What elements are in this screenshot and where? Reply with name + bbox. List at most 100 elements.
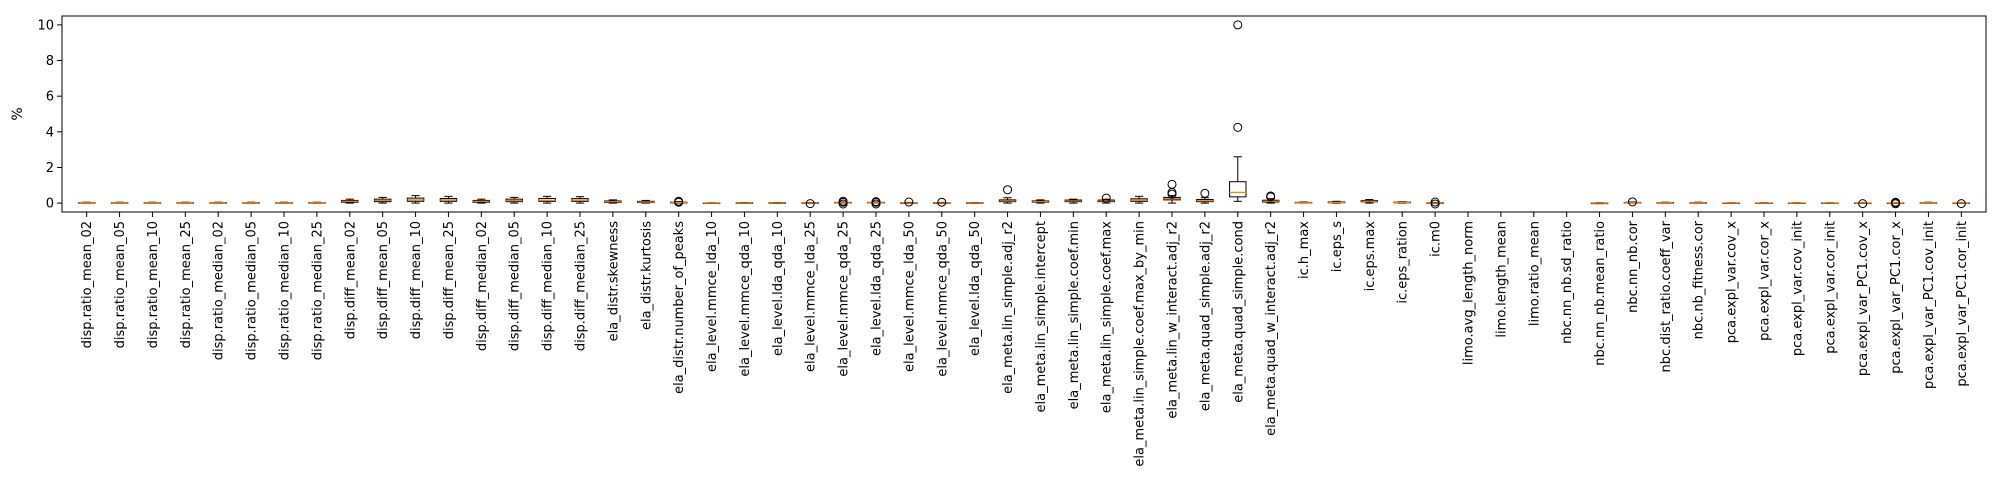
x-tick-label: disp.diff_mean_25 xyxy=(442,221,457,339)
x-tick-label: ela_level.mmce_qda_10 xyxy=(738,221,753,377)
outlier-point xyxy=(1430,197,1440,207)
x-tick-label: pca.expl_var_PC1.cor_init xyxy=(1955,221,1970,387)
x-tick-label: pca.expl_var.cor_x xyxy=(1758,221,1773,341)
box-58 xyxy=(1952,199,1971,209)
box-28 xyxy=(965,202,984,204)
box-56 xyxy=(1886,197,1905,209)
x-tick-label: ela_meta.lin_simple.coef.min xyxy=(1067,221,1082,409)
box-47 xyxy=(1590,202,1609,205)
y-tick-label: 0 xyxy=(46,197,54,212)
box-42 xyxy=(1426,197,1444,209)
x-tick-label: ela_distr.skewness xyxy=(606,221,621,342)
box-9 xyxy=(341,198,359,204)
x-tick-label: pca.expl_var_PC1.cov_init xyxy=(1922,221,1937,389)
outlier-point xyxy=(805,199,815,209)
x-tick-label: disp.diff_median_25 xyxy=(574,221,589,351)
outlier-point xyxy=(674,197,684,207)
y-tick-label: 2 xyxy=(46,161,54,176)
box-29 xyxy=(998,185,1017,204)
box-body xyxy=(1229,181,1247,198)
outlier-point xyxy=(1266,191,1276,201)
x-tick-label: ela_meta.quad_simple.adj_r2 xyxy=(1198,221,1213,411)
box-1 xyxy=(77,201,96,204)
box-2 xyxy=(110,201,129,204)
outlier-point xyxy=(838,197,848,207)
x-tick-label: pca.expl_var_PC1.cov_x xyxy=(1856,221,1871,376)
y-tick-label: 4 xyxy=(46,125,54,140)
box-52 xyxy=(1755,202,1773,205)
outlier-point xyxy=(1233,122,1243,132)
x-tick-label: disp.ratio_median_25 xyxy=(310,221,325,360)
outlier-point xyxy=(1167,189,1177,199)
box-57 xyxy=(1919,201,1938,204)
box-41 xyxy=(1393,201,1411,204)
x-tick-label: ela_meta.lin_simple.coef.max_by_min xyxy=(1133,221,1148,467)
x-tick-label: disp.diff_median_05 xyxy=(508,221,523,351)
x-tick-label: ela_level.mmce_qda_25 xyxy=(837,221,852,377)
box-17 xyxy=(604,199,622,204)
x-tick-label: ela_level.lda_qda_10 xyxy=(771,221,786,356)
x-tick-label: ela_meta.lin_simple.intercept xyxy=(1034,221,1049,412)
outlier-point xyxy=(937,197,947,207)
box-15 xyxy=(538,195,556,204)
outlier-point xyxy=(1101,193,1111,203)
box-35 xyxy=(1196,188,1214,204)
x-tick-label: ela_distr.kurtosis xyxy=(639,221,654,330)
box-24 xyxy=(834,196,852,209)
box-16 xyxy=(571,196,589,204)
box-10 xyxy=(373,196,392,204)
x-tick-label: disp.diff_mean_02 xyxy=(343,221,358,339)
x-tick-label: ela_level.mmce_qda_50 xyxy=(935,221,950,377)
x-tick-label: disp.ratio_mean_02 xyxy=(80,221,95,348)
x-tick-label: ic.eps_ration xyxy=(1396,221,1411,304)
x-tick-label: disp.diff_median_02 xyxy=(475,221,490,351)
outlier-point xyxy=(1003,185,1013,195)
plot-frame xyxy=(61,15,1987,213)
box-37 xyxy=(1261,191,1280,204)
outlier-point xyxy=(1233,20,1243,30)
x-tick-label: nbc.dist_ratio.coeff_var xyxy=(1659,220,1674,372)
x-tick-label: ela_meta.lin_simple.adj_r2 xyxy=(1001,221,1016,394)
box-34 xyxy=(1163,179,1181,204)
x-tick-label: disp.ratio_mean_05 xyxy=(113,221,128,348)
outlier-point xyxy=(1891,198,1901,208)
x-tick-label: ela_meta.lin_w_interact.adj_r2 xyxy=(1166,221,1181,419)
outlier-point xyxy=(1627,197,1637,207)
box-7 xyxy=(275,201,293,204)
outlier-point xyxy=(1430,199,1440,209)
y-axis-label: % xyxy=(10,107,26,120)
x-tick-label: limo.avg_length_norm xyxy=(1462,221,1477,365)
box-4 xyxy=(176,201,195,204)
box-39 xyxy=(1327,200,1346,204)
outlier-point xyxy=(1956,199,1966,209)
x-tick-label: ic.h_max xyxy=(1297,221,1312,279)
box-12 xyxy=(439,195,458,204)
box-33 xyxy=(1130,195,1148,204)
outlier-point xyxy=(1167,179,1177,189)
x-tick-label: pca.expl_var.cor_init xyxy=(1823,221,1838,354)
box-48 xyxy=(1623,197,1642,207)
x-tick-label: limo.ratio_mean xyxy=(1527,221,1542,326)
box-38 xyxy=(1294,201,1313,204)
box-18 xyxy=(637,199,655,204)
x-tick-label: ela_distr.number_of_peaks xyxy=(672,221,687,394)
x-tick-label: disp.ratio_median_10 xyxy=(278,221,293,360)
box-55 xyxy=(1853,199,1872,209)
box-21 xyxy=(735,202,754,204)
box-25 xyxy=(867,197,885,209)
outlier-point xyxy=(1858,199,1868,209)
box-49 xyxy=(1656,201,1675,204)
box-54 xyxy=(1821,202,1839,205)
x-tick-label: ela_level.mmce_lda_10 xyxy=(705,221,720,372)
y-tick-label: 8 xyxy=(46,54,54,69)
x-axis: disp.ratio_mean_02 disp.ratio_mean_05 disp… xyxy=(80,212,1970,467)
box-30 xyxy=(1031,199,1050,204)
box-6 xyxy=(242,201,260,204)
x-tick-label: pca.expl_var.cov_init xyxy=(1790,221,1805,356)
x-tick-label: ic.m0 xyxy=(1429,221,1444,257)
x-tick-label: ela_meta.lin_simple.coef.max xyxy=(1100,221,1115,413)
x-tick-label: ela_meta.quad_w_interact.adj_r2 xyxy=(1264,221,1279,436)
x-tick-label: nbc.nn_nb.cor xyxy=(1626,220,1641,312)
x-tick-label: pca.expl_var_PC1.cor_x xyxy=(1889,221,1904,374)
x-tick-label: ela_meta.quad_simple.cond xyxy=(1231,221,1246,403)
